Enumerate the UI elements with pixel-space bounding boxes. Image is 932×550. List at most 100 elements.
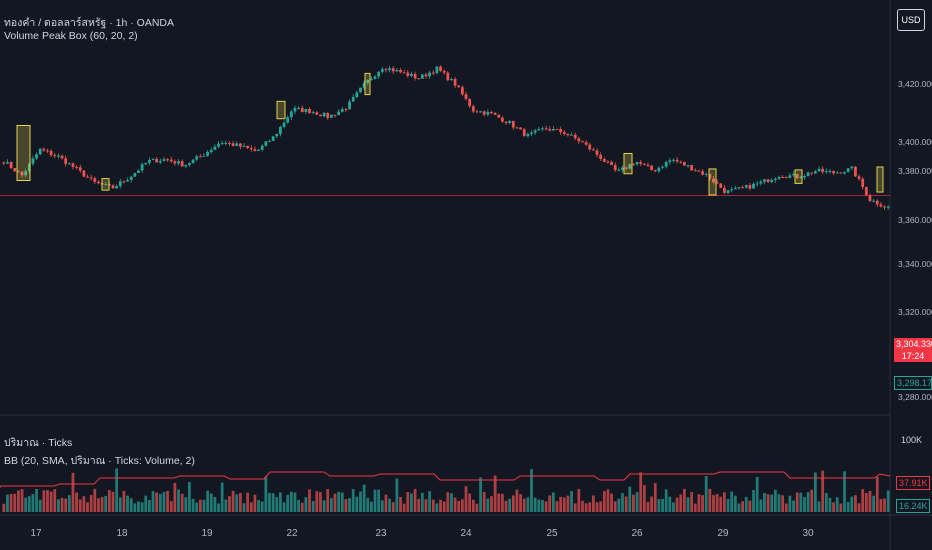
volume-bar	[453, 497, 457, 512]
volume-bar	[864, 493, 868, 512]
volume-peak-box	[16, 124, 31, 182]
volume-bar	[140, 502, 144, 512]
candle-body	[595, 150, 599, 155]
x-tick-label: 19	[201, 528, 213, 539]
volume-bar	[471, 499, 475, 512]
candle-body	[522, 129, 526, 137]
candle-body	[468, 99, 472, 107]
volume-bar	[457, 501, 461, 512]
candle-body	[606, 161, 610, 163]
currency-button[interactable]: USD	[897, 9, 925, 31]
candle-body	[329, 114, 333, 118]
volume-bar	[682, 488, 686, 512]
candle-body	[57, 155, 60, 157]
volume-bar	[60, 497, 64, 512]
candle-body	[763, 179, 766, 182]
candle-body	[129, 176, 133, 180]
candle-body	[104, 184, 108, 186]
volume-bar	[526, 497, 530, 512]
candle-body	[617, 170, 621, 172]
candle-body	[151, 158, 155, 160]
candle-body	[402, 72, 406, 74]
candle-body	[708, 173, 712, 179]
volume-bar	[188, 481, 191, 512]
candle-body	[35, 154, 38, 159]
candle-body	[741, 187, 744, 189]
candle-body	[413, 73, 417, 79]
candle-body	[861, 178, 865, 188]
last-price-tag: 3,304.330 17:24	[894, 338, 932, 362]
candle-body	[442, 70, 446, 73]
candle-body	[406, 72, 410, 76]
volume-bar	[348, 498, 351, 512]
volume-pane-legend[interactable]: ปริมาณ · Ticks	[4, 434, 72, 451]
volume-bar	[792, 500, 795, 512]
candle-body	[868, 195, 872, 201]
volume-bar	[344, 499, 348, 512]
volume-bar	[737, 503, 741, 512]
candle-body	[228, 142, 231, 144]
candle-body	[264, 141, 268, 146]
candle-body	[795, 174, 799, 179]
volume-bar	[653, 483, 657, 512]
volume-bar	[850, 496, 854, 512]
volume-bar	[788, 495, 792, 512]
candle-body	[24, 171, 28, 176]
candle-body	[257, 149, 260, 151]
volume-bar	[340, 492, 344, 512]
volume-bar	[821, 470, 825, 512]
volume-bar	[373, 489, 377, 512]
volume-bar	[89, 495, 93, 512]
bb-legend[interactable]: BB (20, SMA, ปริมาณ · Ticks: Volume, 2)	[4, 452, 195, 469]
volume-bar	[319, 492, 322, 512]
volume-bar	[846, 501, 850, 512]
candle-body	[511, 120, 515, 128]
volume-bar	[64, 498, 68, 512]
x-tick-label: 26	[631, 528, 643, 539]
volume-bar	[86, 502, 89, 512]
candle-body	[373, 76, 377, 79]
volume-bar	[861, 489, 865, 512]
volume-bar	[806, 492, 810, 512]
volume-bar	[857, 503, 861, 512]
candle-body	[693, 170, 697, 172]
volume-bar	[555, 501, 559, 512]
volume-bar	[450, 493, 453, 512]
volume-bar	[242, 503, 246, 512]
candle-body	[759, 181, 763, 184]
candle-body	[839, 172, 843, 174]
candle-body	[632, 164, 635, 166]
volume-bar	[93, 488, 97, 512]
candle-body	[479, 111, 482, 113]
candle-body	[282, 122, 286, 127]
volume-bar	[559, 496, 563, 512]
volume-bar	[38, 499, 42, 512]
volume-bar	[268, 492, 271, 512]
symbol-legend[interactable]: ทองคำ / ดอลลาร์สหรัฐ · 1h · OANDA	[4, 14, 174, 31]
volume-bar	[730, 491, 734, 512]
volume-bar	[370, 501, 373, 512]
candle-body	[584, 142, 588, 145]
volume-bar	[755, 476, 759, 512]
candle-body	[31, 158, 35, 164]
volume-bar	[271, 493, 275, 512]
candle-body	[286, 117, 290, 123]
candle-body	[177, 161, 180, 164]
candle-body	[231, 143, 235, 146]
candle-body	[519, 127, 522, 130]
indicator-legend[interactable]: Volume Peak Box (60, 20, 2)	[4, 30, 138, 42]
candle-body	[348, 101, 351, 110]
candle-body	[544, 128, 548, 130]
volume-bar	[2, 503, 6, 512]
volume-bar	[428, 491, 432, 512]
candle-body	[188, 163, 191, 165]
volume-bar	[690, 492, 694, 512]
volume-bar	[642, 485, 646, 512]
secondary-price-tag: 3,298.175	[894, 376, 932, 390]
candle-body	[253, 149, 257, 151]
volume-bar	[562, 497, 566, 512]
volume-bar	[402, 503, 406, 512]
candle-body	[275, 133, 279, 137]
volume-bar	[27, 496, 31, 512]
